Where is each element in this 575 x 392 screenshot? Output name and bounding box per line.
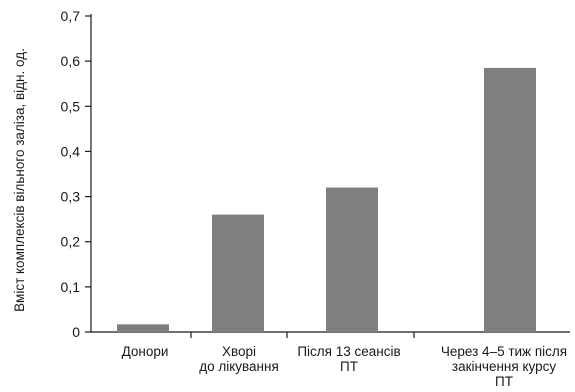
y-tick-label: 0,2 (61, 234, 81, 250)
y-axis-title-text: Вміст комплексів вільного заліза, відн. … (12, 48, 27, 312)
x-tick-label: Донори (122, 344, 169, 359)
y-tick-label: 0,5 (61, 98, 81, 114)
bar (326, 187, 378, 332)
y-tick-label: 0,6 (61, 53, 81, 69)
x-tick-label: Хворі до лікування (199, 344, 279, 374)
bar (484, 67, 536, 333)
bars (117, 67, 536, 333)
y-axis-ticks: 0 0,1 0,2 0,3 0,4 0,5 0,6 0,7 (61, 8, 91, 340)
y-tick-label: 0,3 (61, 189, 81, 205)
y-tick-label: 0,1 (61, 279, 81, 295)
bar (212, 214, 264, 332)
x-tick-label: Через 4–5 тиж після закінчення курсу ПТ (441, 344, 567, 389)
bar (117, 324, 169, 332)
y-axis-title: Вміст комплексів вільного заліза, відн. … (12, 48, 27, 312)
y-tick-label: 0,7 (61, 8, 81, 24)
x-axis-labels: Донори Хворі до лікування Після 13 сеансів П… (122, 344, 568, 389)
y-tick-label: 0,4 (61, 143, 81, 159)
x-tick-label: Після 13 сеансів ПТ (297, 344, 400, 374)
y-tick-label: 0 (72, 324, 80, 340)
